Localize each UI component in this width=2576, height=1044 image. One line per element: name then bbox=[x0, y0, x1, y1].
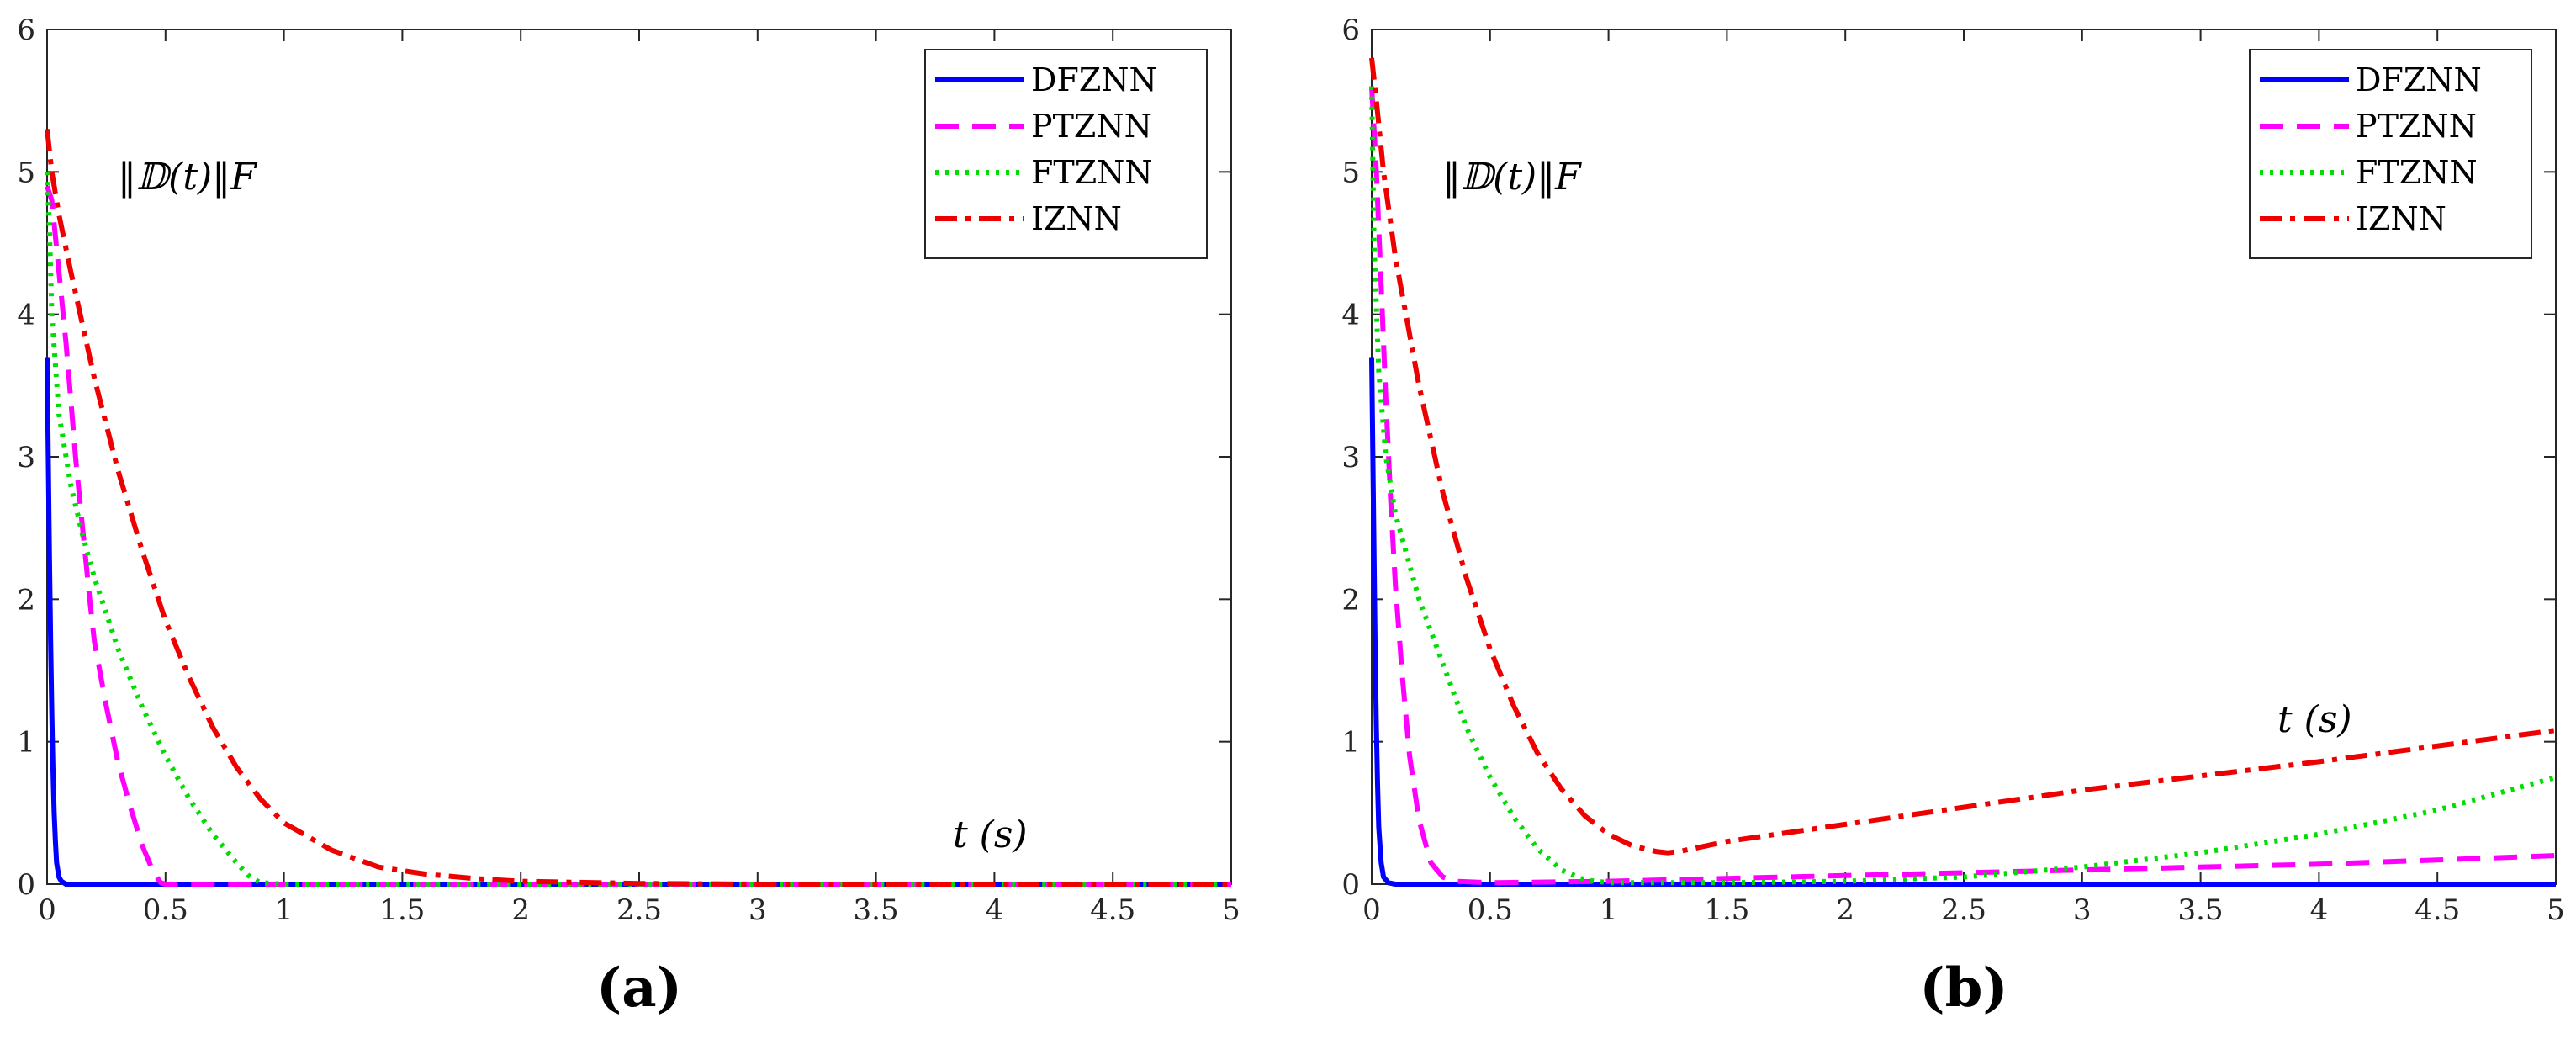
legend-label-ftznn: FTZNN bbox=[2356, 154, 2478, 191]
y-tick-label: 0 bbox=[1341, 868, 1360, 902]
x-tick-label: 1 bbox=[1600, 893, 1618, 927]
legend-label-iznn: IZNN bbox=[1031, 200, 1122, 237]
y-tick-label: 5 bbox=[1341, 156, 1360, 189]
x-annotation-a: t (s) bbox=[953, 813, 1028, 856]
x-tick-label: 2.5 bbox=[616, 893, 662, 927]
legend-a: DFZNN PTZNN FTZNN IZNN bbox=[924, 49, 1208, 259]
y-tick-label: 4 bbox=[1341, 299, 1360, 332]
legend-label-ptznn: PTZNN bbox=[2356, 108, 2477, 145]
series-layer-a bbox=[45, 129, 1231, 887]
legend-label-ftznn: FTZNN bbox=[1031, 154, 1153, 191]
y-tick-label: 1 bbox=[17, 726, 35, 760]
legend-b: DFZNN PTZNN FTZNN IZNN bbox=[2249, 49, 2532, 259]
y-tick-label: 6 bbox=[17, 13, 35, 47]
x-tick-label: 2.5 bbox=[1941, 893, 1986, 927]
panel-caption-b: (b) bbox=[1919, 957, 2007, 1020]
y-tick-label: 2 bbox=[17, 583, 35, 617]
legend-box-b bbox=[2249, 49, 2532, 259]
y-tick-label: 0 bbox=[17, 868, 35, 902]
x-tick-label: 5 bbox=[1222, 893, 1240, 927]
series-line-ptznn bbox=[45, 185, 1231, 887]
legend-label-ptznn: PTZNN bbox=[1031, 108, 1152, 145]
x-tick-label: 5 bbox=[2547, 893, 2565, 927]
series-line-ftznn bbox=[45, 172, 1231, 887]
x-tick-label: 4.5 bbox=[1090, 893, 1135, 927]
y-tick-label: 5 bbox=[17, 156, 35, 189]
x-tick-label: 1.5 bbox=[1704, 893, 1749, 927]
x-tick-label: 2 bbox=[1836, 893, 1854, 927]
series-line-dfznn bbox=[1369, 357, 2556, 887]
legend-box-a bbox=[924, 49, 1208, 259]
x-tick-label: 3 bbox=[2073, 893, 2092, 927]
x-tick-label: 3 bbox=[748, 893, 767, 927]
y-tick-label: 4 bbox=[17, 299, 35, 332]
series-line-ptznn bbox=[1369, 86, 2557, 886]
x-tick-label: 4 bbox=[2310, 893, 2329, 927]
x-tick-label: 3.5 bbox=[2178, 893, 2224, 927]
axis-ticks-b: 0 0.5 1 1.5 2 2.5 3 3.5 4 4.5 5 0 1 2 3 4 5 6 bbox=[1341, 13, 2564, 927]
x-tick-label: 2 bbox=[511, 893, 530, 927]
x-tick-label: 0.5 bbox=[1468, 893, 1513, 927]
chart-panel-a: 0 0.5 1 1.5 2 2.5 3 3.5 4 4.5 5 0 1 2 3 4 5 6 ‖𝔻(t)‖F t (… bbox=[17, 13, 1240, 927]
x-tick-label: 0 bbox=[1362, 893, 1381, 927]
y-tick-label: 2 bbox=[1341, 583, 1360, 617]
y-tick-label: 3 bbox=[17, 441, 35, 474]
x-tick-label: 3.5 bbox=[854, 893, 899, 927]
series-line-ftznn bbox=[1369, 86, 2557, 886]
legend-label-dfznn: DFZNN bbox=[1031, 61, 1157, 98]
x-tick-label: 1.5 bbox=[379, 893, 425, 927]
x-tick-label: 4 bbox=[986, 893, 1004, 927]
panel-caption-a: (a) bbox=[596, 957, 682, 1020]
x-tick-label: 4.5 bbox=[2415, 893, 2460, 927]
y-tick-label: 6 bbox=[1341, 13, 1360, 47]
x-tick-label: 1 bbox=[275, 893, 294, 927]
legend-label-iznn: IZNN bbox=[2356, 200, 2446, 237]
y-annotation-b: ‖𝔻(t)‖F bbox=[1442, 156, 1582, 199]
x-annotation-b: t (s) bbox=[2277, 698, 2352, 741]
x-tick-label: 0 bbox=[38, 893, 56, 927]
y-annotation-a: ‖𝔻(t)‖F bbox=[118, 156, 257, 199]
y-tick-label: 3 bbox=[1341, 441, 1360, 474]
chart-panel-b: 0 0.5 1 1.5 2 2.5 3 3.5 4 4.5 5 0 1 2 3 4 5 6 ‖𝔻(t)‖F t (… bbox=[1341, 13, 2564, 927]
series-line-dfznn bbox=[45, 357, 1231, 887]
x-tick-label: 0.5 bbox=[143, 893, 188, 927]
legend-label-dfznn: DFZNN bbox=[2356, 61, 2482, 98]
axis-ticks-a: 0 0.5 1 1.5 2 2.5 3 3.5 4 4.5 5 0 1 2 3 4 5 6 bbox=[17, 13, 1240, 927]
y-tick-label: 1 bbox=[1341, 726, 1360, 760]
series-layer-b bbox=[1369, 57, 2557, 887]
series-line-iznn bbox=[45, 129, 1231, 887]
